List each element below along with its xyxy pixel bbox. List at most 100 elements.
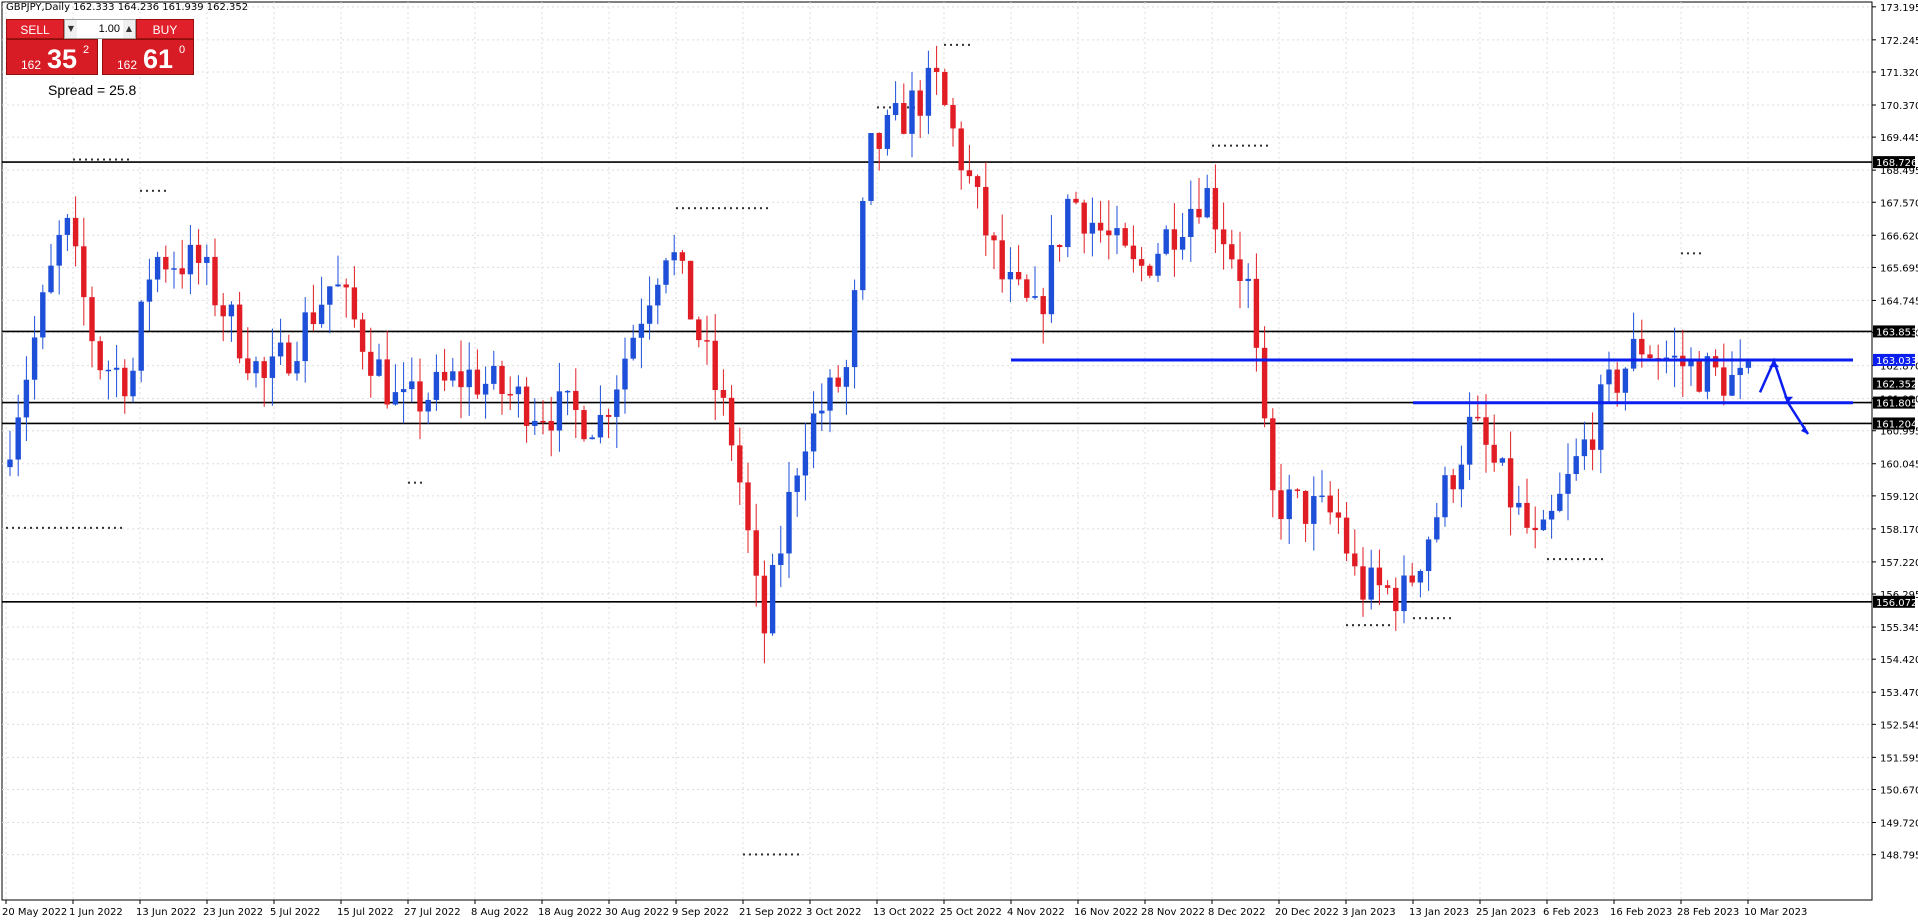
bull-candle — [1188, 208, 1194, 237]
fractal-dot — [682, 207, 684, 210]
fractal-dot — [688, 207, 690, 210]
bear-candle — [1056, 245, 1063, 248]
bear-candle — [1138, 259, 1145, 266]
y-tick-label: 148.795 — [1880, 851, 1918, 862]
bear-candle — [1384, 585, 1391, 588]
y-tick-label: 160.045 — [1880, 460, 1918, 471]
bear-candle — [950, 104, 956, 129]
price-label-level — [1873, 595, 1915, 608]
bear-candle — [1024, 279, 1030, 298]
fractal-dot — [1388, 624, 1390, 627]
sell-price-fraction: 2 — [83, 44, 90, 56]
bear-candle — [1352, 553, 1358, 567]
bull-candle — [622, 358, 628, 390]
bear-candle — [1081, 202, 1087, 234]
bear-candle — [1253, 278, 1260, 348]
fractal-dot — [944, 43, 946, 46]
fractal-dot — [1559, 558, 1561, 561]
price-label-level — [1873, 417, 1915, 430]
x-tick-label: 27 Jul 2022 — [404, 907, 461, 918]
fractal-dot — [889, 106, 891, 109]
y-tick-label: 164.745 — [1880, 296, 1918, 307]
projection-arrow-path[interactable] — [1758, 357, 1810, 435]
bull-candle — [204, 256, 210, 263]
bear-candle — [1302, 490, 1309, 524]
fractal-dot — [120, 526, 122, 529]
bull-candle — [589, 437, 595, 440]
lot-size-stepper[interactable]: ▼ ▲ — [64, 19, 136, 39]
bull-candle — [532, 420, 538, 426]
bull-candle — [48, 265, 54, 293]
bull-candle — [138, 301, 144, 371]
bull-candle — [1311, 496, 1317, 524]
spread-label: Spread = 25.8 — [48, 82, 137, 98]
lot-size-input[interactable] — [77, 20, 123, 38]
fractal-dot — [1364, 624, 1366, 627]
bull-candle — [663, 260, 669, 285]
bear-candle — [942, 71, 948, 105]
fractal-dot — [1419, 617, 1421, 620]
bear-candle — [1106, 230, 1112, 236]
y-tick-label: 155.345 — [1880, 623, 1918, 634]
bull-candle — [1606, 369, 1612, 385]
fractal-dot — [1382, 624, 1384, 627]
x-tick-label: 5 Jul 2022 — [270, 907, 320, 918]
bull-candle — [1548, 510, 1555, 520]
bull-candle — [646, 305, 653, 324]
bear-candle — [835, 377, 841, 387]
bull-candle — [1245, 278, 1251, 282]
fractal-dot — [700, 207, 702, 210]
bear-candle — [540, 420, 546, 423]
bull-candle — [1704, 356, 1711, 392]
fractal-dot — [109, 158, 111, 161]
sell-button[interactable]: SELL — [6, 19, 64, 39]
sell-price-button[interactable]: 162 35 2 — [6, 39, 98, 75]
bear-candle — [1343, 517, 1350, 554]
lot-increase-icon[interactable]: ▲ — [123, 20, 135, 38]
y-tick-label: 158.170 — [1880, 525, 1918, 536]
fractal-dot — [54, 526, 56, 529]
fractal-dot — [742, 207, 744, 210]
fractal-dot — [103, 158, 105, 161]
bull-candle — [1737, 367, 1743, 375]
fractal-dot — [408, 481, 410, 484]
fractal-dot — [1547, 558, 1549, 561]
bull-candle — [228, 304, 235, 317]
bull-candle — [1581, 439, 1588, 457]
y-tick-label: 172.245 — [1880, 36, 1918, 47]
fractal-dot — [907, 106, 909, 109]
bull-candle — [1598, 384, 1604, 450]
buy-price-button[interactable]: 162 61 0 — [102, 39, 194, 75]
bear-candle — [1360, 566, 1366, 600]
buy-button[interactable]: BUY — [136, 19, 194, 39]
fractal-dot — [108, 526, 110, 529]
y-tick-label: 152.545 — [1880, 720, 1918, 731]
bear-candle — [384, 359, 390, 405]
y-tick-label: 168.495 — [1880, 166, 1918, 177]
bull-candle — [187, 244, 194, 275]
fractal-dot — [766, 207, 768, 210]
bear-candle — [474, 369, 481, 395]
bear-candle — [499, 365, 505, 394]
fractal-dot — [1242, 144, 1244, 147]
fractal-dot — [158, 189, 160, 192]
bull-candle — [786, 491, 792, 554]
bear-candle — [696, 319, 702, 341]
lot-decrease-icon[interactable]: ▼ — [65, 20, 77, 38]
bear-candle — [1393, 587, 1399, 612]
bear-candle — [122, 367, 128, 397]
bear-candle — [368, 351, 374, 376]
bull-candle — [1155, 253, 1161, 276]
bear-candle — [933, 67, 940, 72]
y-tick-label: 160.995 — [1880, 427, 1918, 438]
fractal-dot — [1358, 624, 1360, 627]
fractal-dot — [755, 853, 757, 856]
price-label-text: 162.352 — [1876, 380, 1917, 391]
x-tick-label: 30 Aug 2022 — [605, 907, 669, 918]
bull-candle — [171, 268, 177, 270]
bull-candle — [1434, 517, 1440, 540]
bear-candle — [1376, 567, 1383, 586]
fractal-dot — [718, 207, 720, 210]
symbol-info: GBPJPY,Daily 162.333 164.236 161.939 162… — [6, 2, 249, 13]
